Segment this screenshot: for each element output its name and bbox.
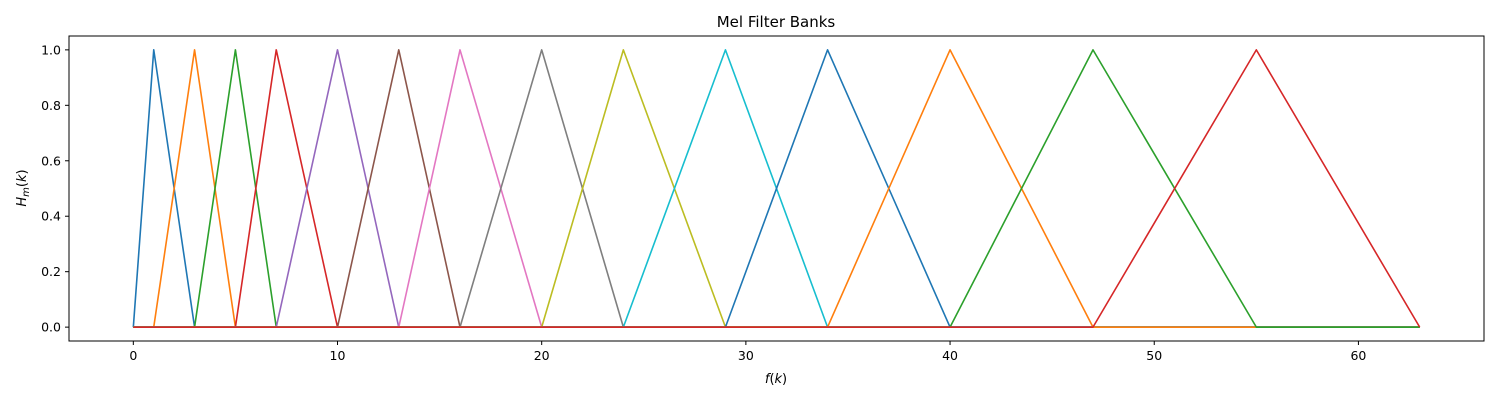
y-tick-label: 1.0: [41, 42, 61, 57]
x-tick-label: 30: [738, 348, 754, 363]
filter-11-line: [133, 49, 1420, 328]
series-layer: [132, 49, 1421, 328]
x-tick-label: 20: [534, 348, 550, 363]
y-tick-label: 0.0: [41, 320, 61, 335]
y-tick-label: 0.2: [41, 264, 61, 279]
plot-frame: [68, 35, 1485, 342]
x-tick-label: 0: [129, 348, 137, 363]
y-tick-label: 0.8: [41, 98, 61, 113]
x-axis-ticks: 0 10 20 30 40 50 60: [129, 341, 1366, 363]
y-tick-label: 0.4: [41, 209, 61, 224]
y-axis-ticks: 0.0 0.2 0.4 0.6 0.8 1.0: [41, 42, 69, 335]
x-tick-label: 60: [1350, 348, 1366, 363]
x-tick-label: 40: [942, 348, 958, 363]
y-axis-label: Hm(k): [15, 169, 32, 206]
x-tick-label: 10: [330, 348, 346, 363]
y-tick-label: 0.6: [41, 153, 61, 168]
filter-14-line: [133, 49, 1421, 328]
x-axis-label: f(k): [765, 372, 787, 387]
x-tick-label: 50: [1146, 348, 1162, 363]
chart-title: Mel Filter Banks: [717, 13, 836, 31]
